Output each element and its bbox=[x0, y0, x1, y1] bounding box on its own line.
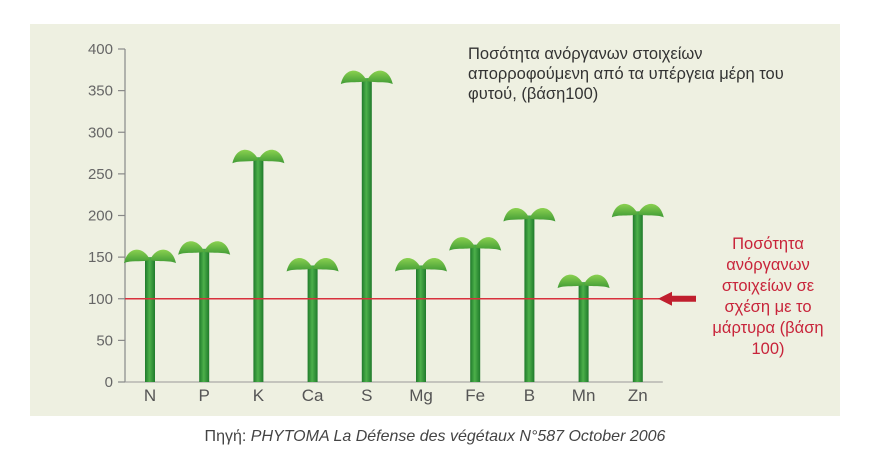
chart-panel: 0 50 100 150 200 250 300 350 400 N P K Ca S Mg Fe B Mn Zn bbox=[30, 24, 840, 416]
source-line: Πηγή: PHYTOMA La Défense des végétaux N°… bbox=[0, 428, 870, 446]
plant-bar-s bbox=[340, 70, 393, 382]
reference-arrow-icon bbox=[658, 291, 696, 306]
y-tick-label: 50 bbox=[96, 332, 113, 349]
x-tick-label: Mn bbox=[572, 386, 596, 405]
chart-title: Ποσότητα ανόργανων στοιχείων απορροφούμε… bbox=[468, 45, 784, 103]
x-axis-labels: N P K Ca S Mg Fe B Mn Zn bbox=[144, 386, 648, 405]
x-tick-label: N bbox=[144, 386, 156, 405]
plant-bar-n bbox=[124, 249, 176, 382]
x-tick-label: Ca bbox=[302, 386, 324, 405]
plant-stem bbox=[145, 257, 155, 382]
plant-stem bbox=[416, 265, 426, 382]
reference-note: Ποσότητα ανόργανων στοιχείων σε σχέση με… bbox=[712, 235, 824, 358]
plant-stem bbox=[361, 78, 372, 382]
plants-layer bbox=[124, 70, 664, 382]
y-tick-label: 150 bbox=[88, 249, 113, 266]
plant-stem bbox=[470, 244, 481, 382]
plant-leaf-right bbox=[529, 207, 556, 222]
plant-leaf-right bbox=[312, 257, 339, 272]
y-tick-label: 250 bbox=[88, 166, 113, 183]
x-tick-label: B bbox=[524, 386, 535, 405]
y-tick-label: 350 bbox=[88, 83, 113, 100]
x-tick-label: S bbox=[361, 386, 372, 405]
plant-bar-ca bbox=[286, 257, 339, 382]
source-title: PHYTOMA La Défense des végétaux N°587 Oc… bbox=[250, 428, 666, 445]
plant-leaf-left bbox=[286, 257, 313, 272]
plant-stem bbox=[253, 157, 264, 382]
plant-leaf-left bbox=[557, 274, 584, 289]
plant-leaf-left bbox=[611, 203, 638, 218]
plant-bar-b bbox=[503, 207, 556, 382]
plant-leaf-left bbox=[503, 207, 530, 222]
plant-bar-p bbox=[178, 241, 231, 382]
plant-leaf-right bbox=[258, 149, 285, 164]
plant-leaf-left bbox=[232, 149, 259, 164]
plant-leaf-left bbox=[395, 257, 421, 272]
y-tick-label: 0 bbox=[105, 374, 113, 391]
x-tick-label: Fe bbox=[465, 386, 485, 405]
plant-leaf-right bbox=[204, 241, 231, 255]
plant-leaf-right bbox=[421, 257, 447, 272]
chart-plot: 0 50 100 150 200 250 300 350 400 N P K Ca S Mg Fe B Mn Zn bbox=[88, 41, 696, 405]
plant-bar-mg bbox=[395, 257, 447, 382]
plant-leaf-right bbox=[637, 203, 664, 218]
plant-stem bbox=[307, 265, 318, 382]
plant-leaf-right bbox=[150, 249, 176, 264]
x-tick-label: P bbox=[199, 386, 210, 405]
plant-leaf-left bbox=[124, 249, 150, 264]
source-prefix: Πηγή: bbox=[204, 428, 251, 445]
plant-leaf-right bbox=[475, 237, 502, 251]
plant-bar-mn bbox=[557, 274, 610, 382]
plant-leaf-left bbox=[178, 241, 205, 255]
plant-leaf-right bbox=[583, 274, 610, 289]
x-tick-label: K bbox=[253, 386, 265, 405]
y-tick-label: 100 bbox=[88, 291, 113, 308]
plant-leaf-left bbox=[340, 70, 367, 85]
plant-leaf-right bbox=[366, 70, 393, 85]
y-tick-label: 300 bbox=[88, 124, 113, 141]
reference-layer bbox=[125, 291, 696, 306]
y-tick-label: 400 bbox=[88, 41, 113, 58]
x-tick-label: Mg bbox=[409, 386, 433, 405]
plant-stem bbox=[199, 248, 210, 382]
plant-bar-zn bbox=[611, 203, 664, 382]
y-tick-label: 200 bbox=[88, 208, 113, 225]
plant-bar-fe bbox=[449, 237, 502, 382]
plant-leaf-left bbox=[449, 237, 476, 251]
plant-stem bbox=[632, 211, 643, 382]
x-tick-label: Zn bbox=[628, 386, 648, 405]
plant-stem bbox=[578, 282, 589, 382]
y-axis: 0 50 100 150 200 250 300 350 400 bbox=[88, 41, 663, 391]
plant-bar-k bbox=[232, 149, 285, 382]
